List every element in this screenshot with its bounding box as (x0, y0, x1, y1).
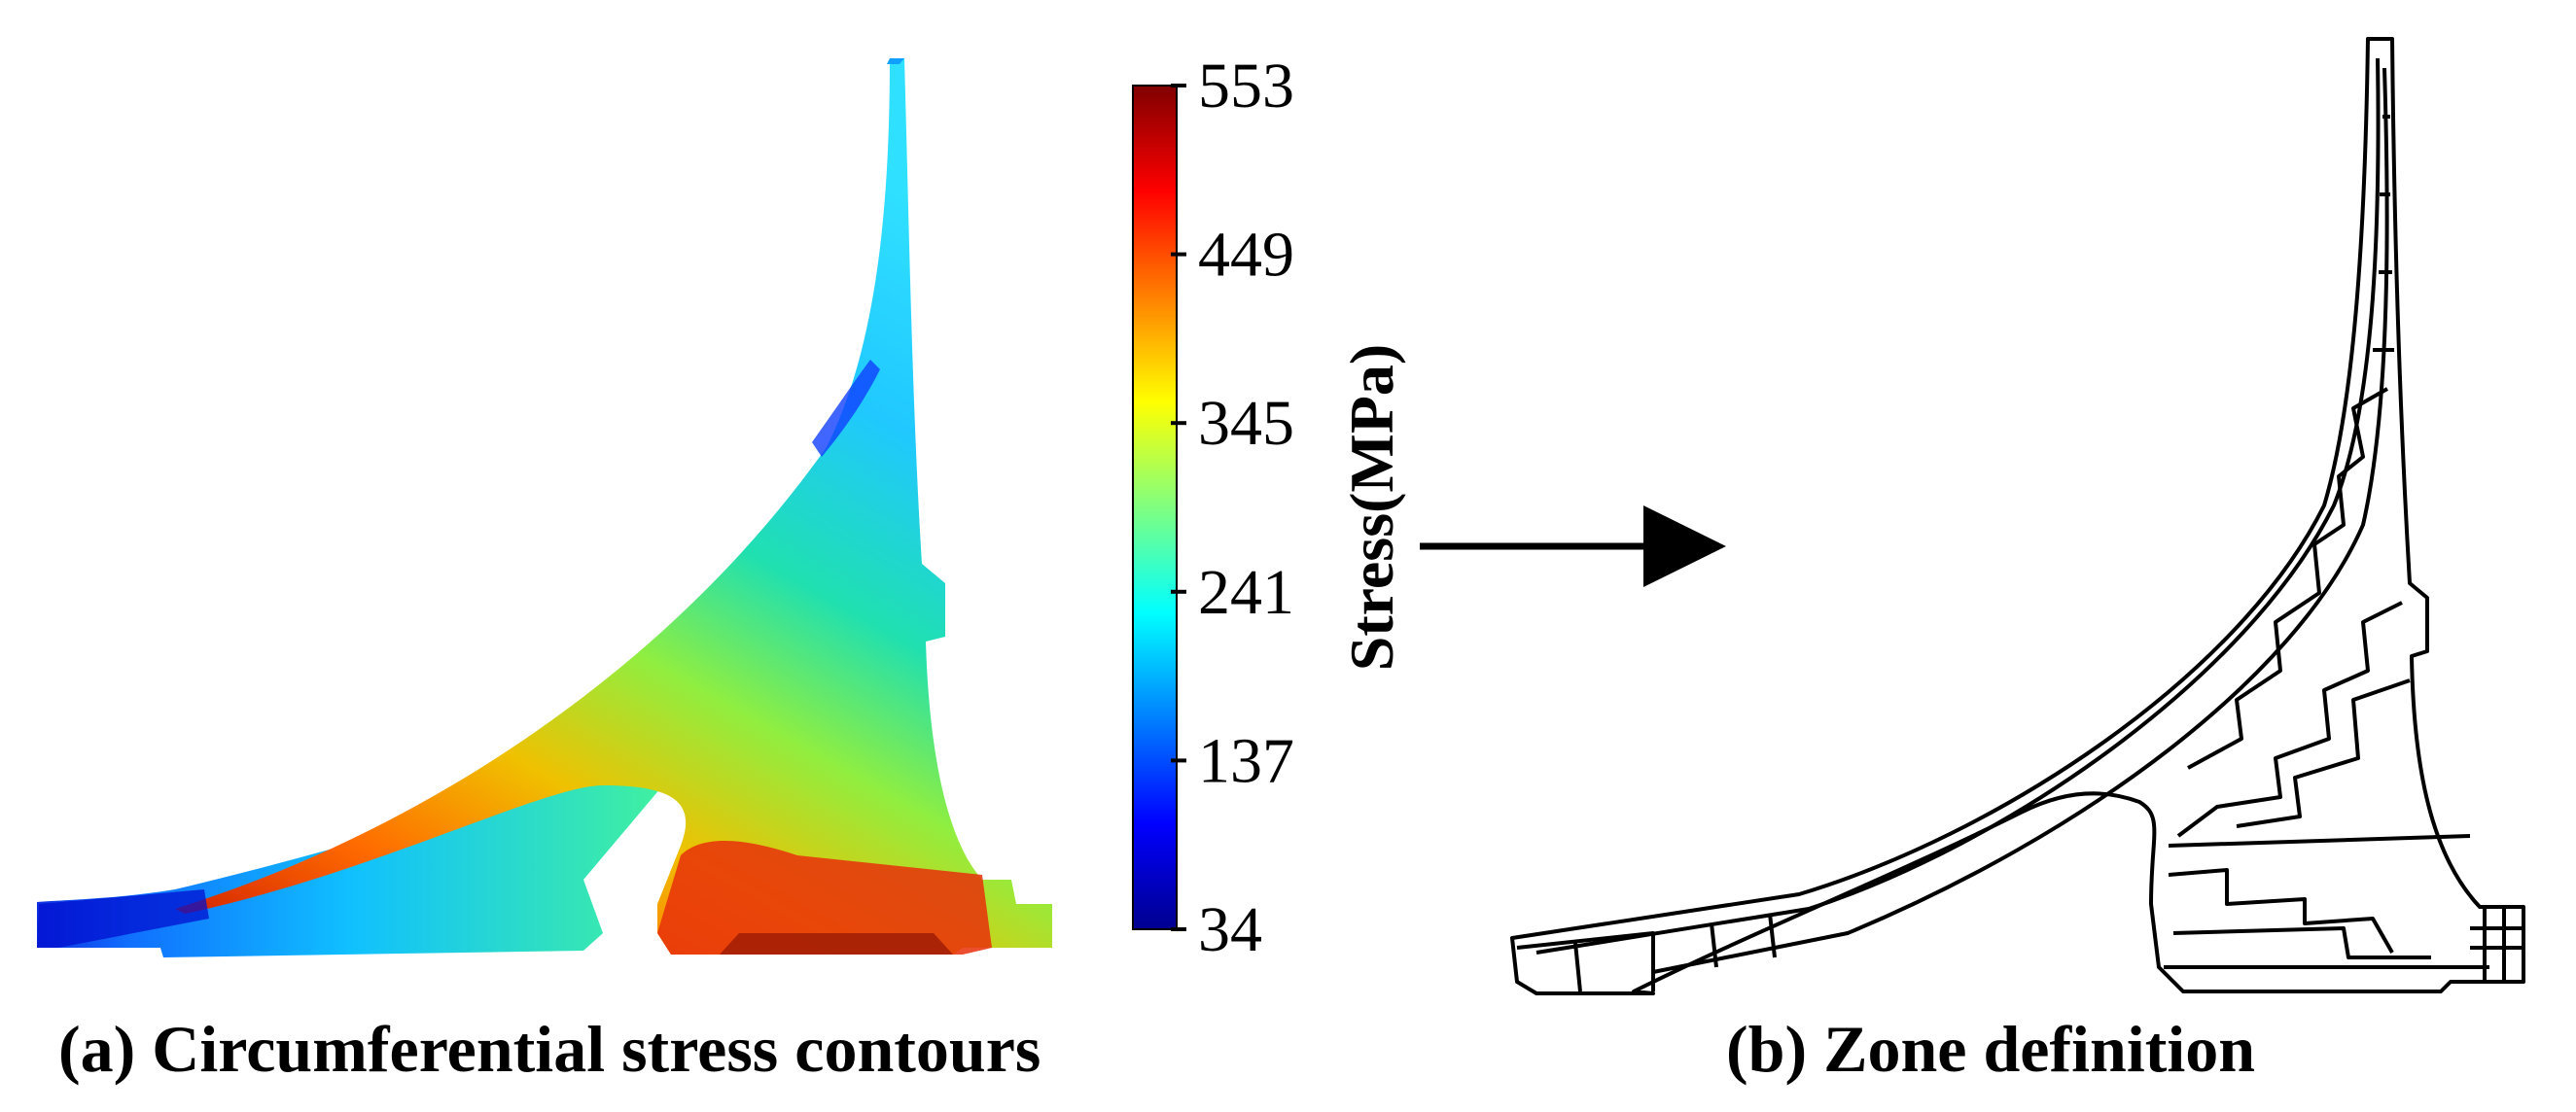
zone-outer-outline (1510, 37, 2525, 995)
stress-contour-plot (37, 58, 1052, 957)
caption-panel-b: (b) Zone definition (1726, 1012, 2256, 1086)
colorbar-tick-label: 137 (1198, 725, 1294, 796)
zone-inner-boundary-3 (2187, 387, 2388, 770)
zone-inner-boundary-4 (2176, 601, 2403, 838)
zone-inner-boundary-2 (1652, 67, 2389, 974)
bore-hotspot (657, 841, 992, 955)
zone-inner-boundary-11 (1516, 913, 1777, 992)
colorbar-title: Stress(MPa) (1337, 344, 1406, 672)
colorbar-tick-label: 345 (1198, 388, 1294, 459)
zone-definition-mesh (1510, 37, 2525, 995)
zone-inner-boundary-1 (1535, 57, 2381, 955)
caption-panel-a: (a) Circumferential stress contours (58, 1012, 1041, 1086)
zone-inner-boundary-7 (2168, 868, 2394, 954)
right-arrow-icon (1420, 505, 1726, 587)
disk-body (175, 58, 1052, 955)
colorbar-tick-label: 34 (1198, 894, 1262, 965)
colorbar-ticks: 553 449 345 241 137 34 (1171, 51, 1294, 965)
zone-inner-boundary-8 (2172, 926, 2431, 959)
colorbar-bar (1132, 85, 1178, 930)
colorbar: 553 449 345 241 137 34 Stress(MPa) (1132, 51, 1406, 965)
blue-streak (812, 360, 880, 457)
colorbar-tick-label: 553 (1198, 51, 1294, 122)
colorbar-tick-label: 241 (1198, 557, 1294, 628)
colorbar-tick-label: 449 (1198, 220, 1294, 291)
zone-inner-boundary-10 (2470, 907, 2523, 982)
zone-inner-boundary-12 (2373, 115, 2394, 352)
zone-inner-boundary-6 (2168, 834, 2471, 848)
zone-inner-boundary-5 (2236, 678, 2411, 828)
